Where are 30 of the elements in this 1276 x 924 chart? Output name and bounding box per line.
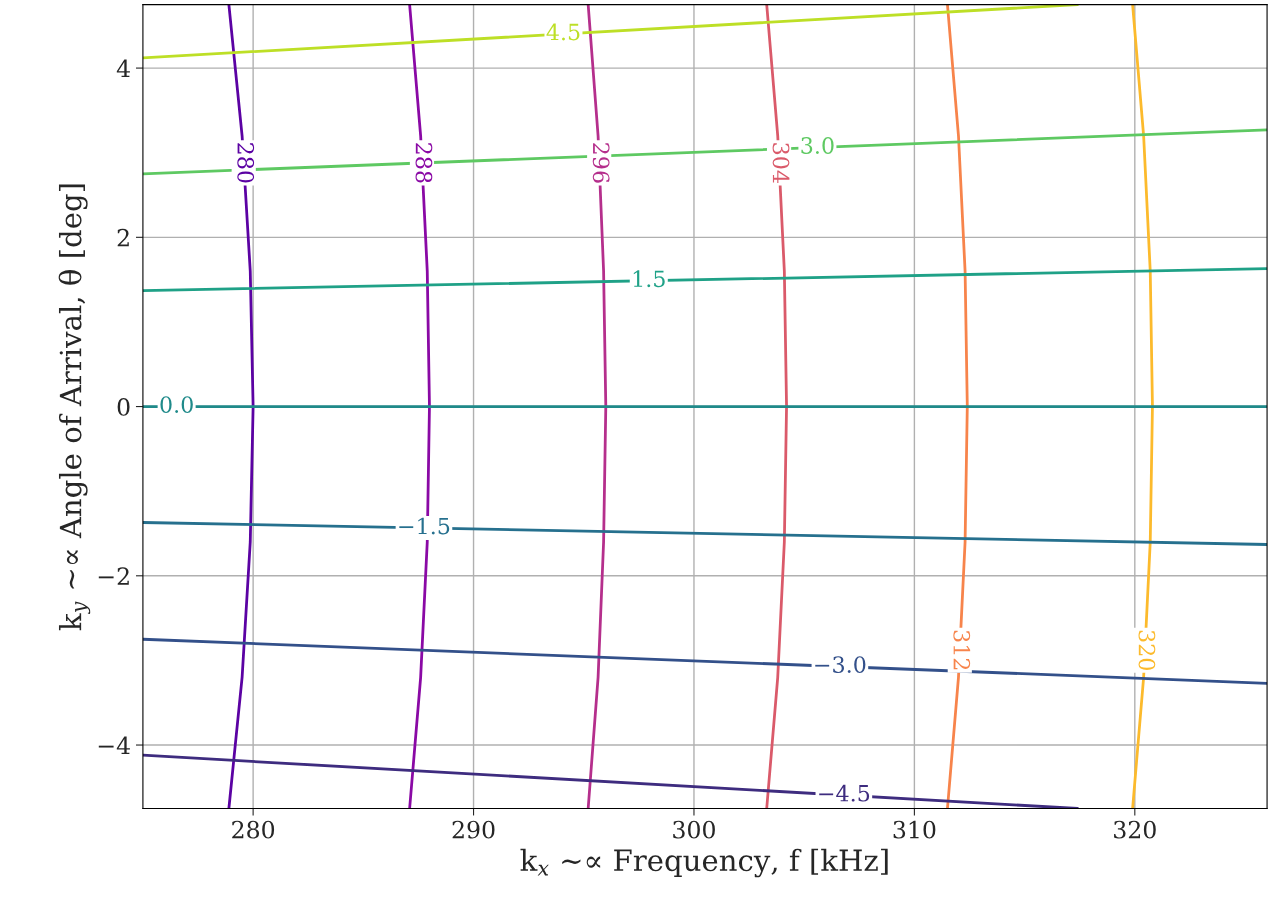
- text: 280: [237, 143, 255, 183]
- y-tick-label: 0: [117, 398, 130, 416]
- x-tick-label: 300: [673, 820, 715, 839]
- x-tick-label: 320: [1114, 820, 1156, 839]
- series-label: 0.0: [160, 396, 193, 414]
- series-label: 1.5: [633, 270, 665, 288]
- text: 288: [415, 143, 433, 183]
- y-tick-label: 2: [117, 228, 129, 247]
- series-label: −4.5: [819, 784, 870, 802]
- line-series: [765, 4, 788, 809]
- y-tick-label: −4: [98, 736, 130, 755]
- y-tick-label: −2: [98, 567, 129, 585]
- line-series: [586, 4, 608, 809]
- text: 312: [953, 630, 971, 670]
- x-axis-title: k$_{x}$ ∼∝ Frequency, f [kHz]: [520, 848, 888, 878]
- series-label: 4.5: [546, 23, 580, 41]
- x-tick-label: 290: [452, 820, 495, 839]
- line-series: [946, 4, 969, 809]
- text: 304: [772, 143, 790, 183]
- line-series: [227, 4, 255, 809]
- series-label: 3.0: [801, 137, 834, 154]
- series-label: −3.0: [815, 656, 866, 673]
- x-tick-label: 280: [232, 820, 275, 839]
- text: 296: [592, 143, 610, 183]
- series-label: −1.5: [399, 517, 450, 535]
- x-tick-label: 310: [893, 820, 936, 839]
- line-series: [1131, 4, 1154, 809]
- text: 320: [1138, 630, 1156, 670]
- y-tick-label: 4: [116, 59, 130, 78]
- y-axis-title: k$_{y}$ ∼∝ Angle of Arrival, θ [deg]: [58, 184, 91, 631]
